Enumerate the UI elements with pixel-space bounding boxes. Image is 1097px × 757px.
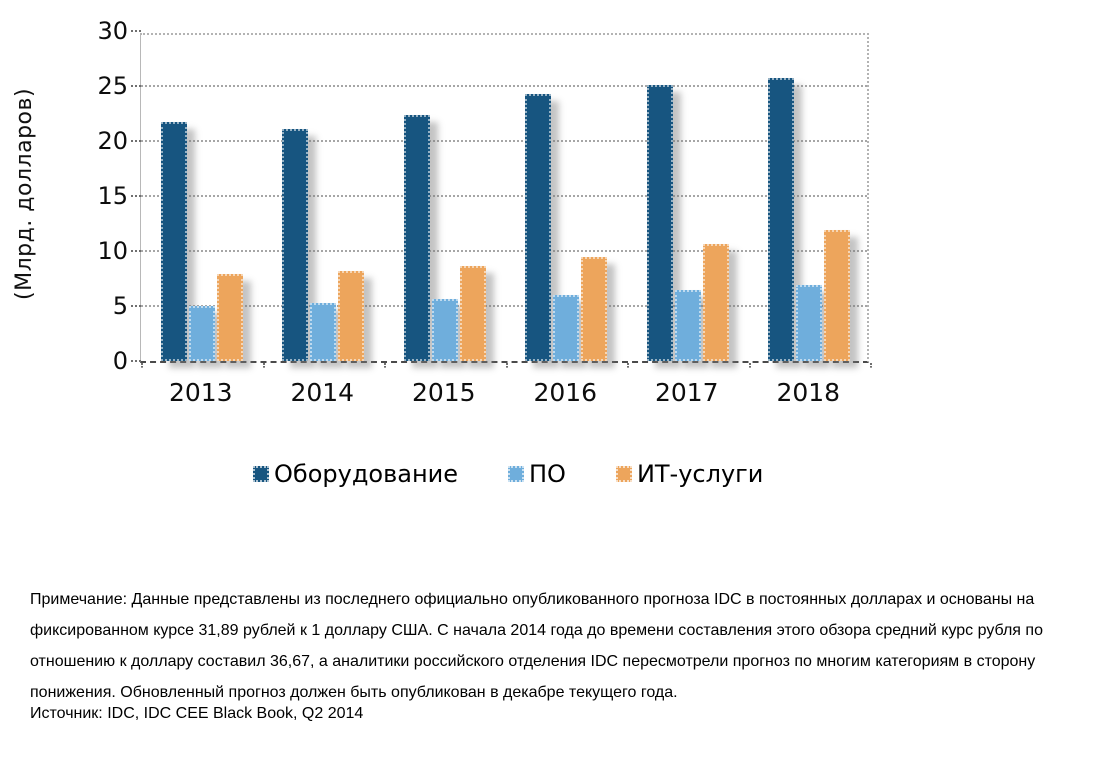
bar [824,230,851,361]
x-tick-mark [627,363,629,368]
bar-group [141,35,263,361]
x-tick-mark [141,363,143,368]
bar [459,266,486,361]
legend-item: ИТ-услуги [615,460,764,488]
legend-swatch-icon [508,466,524,482]
legend-label: Оборудование [274,460,458,488]
x-tick-mark [870,363,872,368]
bar-group [384,35,506,361]
bar [674,289,701,361]
x-tick-label: 2018 [776,378,841,407]
gridline [141,140,867,142]
y-tick-label: 20 [97,127,128,155]
y-tick-mark [131,30,141,32]
x-tick-mark [506,363,508,368]
bar-group [627,35,749,361]
legend-label: ПО [529,460,566,488]
bar [188,306,215,361]
bar [702,244,729,361]
y-tick-label: 0 [112,347,128,375]
bar [160,122,187,361]
y-tick-labels: 0 5 10 15 20 25 30 [0,0,128,540]
y-tick-mark [131,195,141,197]
bar [403,114,430,361]
y-tick-label: 15 [97,182,128,210]
y-tick-label: 5 [112,292,128,320]
x-tick-mark [263,363,265,368]
y-tick-mark [131,85,141,87]
legend-item: ПО [508,460,566,488]
bar [431,299,458,361]
gridline [141,305,867,307]
y-tick-mark [131,140,141,142]
legend-swatch-icon [615,466,632,482]
bar [282,128,309,361]
bar [310,302,337,361]
note-text: Примечание: Данные представлены из после… [30,584,1080,708]
bar [646,84,673,361]
plot-area [131,30,872,368]
bar [768,78,795,361]
x-tick-mark [384,363,386,368]
y-tick-mark [131,305,141,307]
x-tick-mark [749,363,751,368]
bar [216,274,243,361]
legend-item: Оборудование [253,460,458,488]
note-line: отношению к доллару составил 36,67, а ан… [30,653,1036,670]
legend-label: ИТ-услуги [636,460,764,488]
gridline [141,250,867,252]
bar-group [263,35,385,361]
gridline [141,85,867,87]
bar [338,270,365,361]
bar-chart-figure: (Млрд. долларов) 0 5 10 15 20 25 30 2013 2014 20… [0,0,872,540]
y-tick-mark [131,250,141,252]
bar [525,93,552,361]
x-tick-label: 2014 [290,378,355,407]
legend-swatch-icon [253,466,269,482]
source-text: Источник: IDC, IDC CEE Black Book, Q2 20… [30,705,364,722]
y-tick-label: 30 [97,17,128,45]
y-tick-mark [131,360,141,362]
x-tick-label: 2016 [533,378,598,407]
bar [796,285,823,361]
y-tick-label: 10 [97,237,128,265]
x-tick-label: 2015 [411,378,476,407]
note-line: понижения. Обновленный прогноз должен бы… [30,684,678,701]
note-line: фиксированном курсе 31,89 рублей к 1 дол… [30,622,1043,639]
bar-group [506,35,628,361]
x-tick-labels: 2013 2014 2015 2016 2017 2018 [140,378,869,412]
y-tick-label: 25 [97,72,128,100]
x-tick-label: 2017 [654,378,719,407]
chart-legend: Оборудование ПО ИТ-услуги [253,460,763,488]
x-tick-label: 2013 [168,378,233,407]
bar-group [749,35,871,361]
note-line: Примечание: Данные представлены из после… [30,591,1035,608]
bar [553,295,580,361]
gridline [141,195,867,197]
bar [581,256,608,361]
